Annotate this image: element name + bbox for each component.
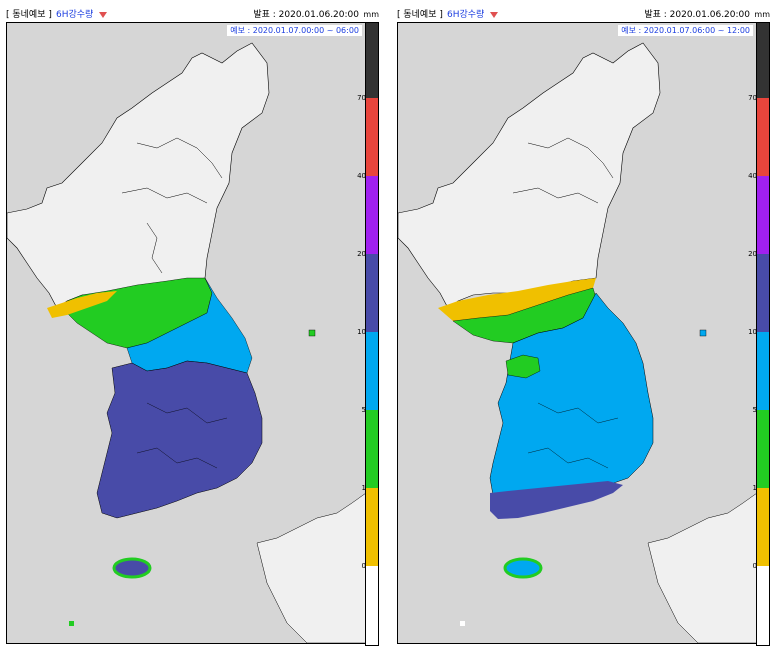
- landmass-japan: [256, 492, 366, 643]
- jeju-island: [503, 557, 543, 579]
- product-name[interactable]: 6H강수량: [447, 10, 485, 20]
- legend-label: 0: [752, 562, 757, 570]
- jeju-island: [112, 557, 152, 579]
- product-tag: [ 동네예보 ]: [397, 10, 443, 20]
- rain-band-indigo: [490, 481, 623, 519]
- legend-label: 0: [361, 562, 366, 570]
- legend-label: 10: [357, 328, 366, 336]
- legend-label: 1: [752, 484, 757, 492]
- unit-label: mm: [363, 10, 379, 19]
- panel-header: [ 동네예보 ] 6H강수량 발표 : 2020.01.06.20:00 mm: [395, 8, 772, 22]
- legend-label: 70: [748, 94, 757, 102]
- legend-label: 70: [357, 94, 366, 102]
- legend-label: 20: [357, 250, 366, 258]
- dropdown-triangle-icon[interactable]: [490, 12, 498, 18]
- legend-label: 20: [748, 250, 757, 258]
- legend-label: 40: [748, 172, 757, 180]
- legend-label: 10: [748, 328, 757, 336]
- product-tag: [ 동네예보 ]: [6, 10, 52, 20]
- legend-label: 40: [357, 172, 366, 180]
- map-area: 예보 : 2020.01.07.00:00 ~ 06:00: [6, 22, 367, 644]
- rain-area-indigo: [96, 360, 263, 519]
- issue-time: 발표 : 2020.01.06.20:00: [644, 10, 750, 20]
- islet-dokdo: [308, 329, 316, 337]
- precip-legend: 70 40 20 10 5 1 0: [748, 22, 770, 646]
- landmass-north: [398, 42, 661, 309]
- valid-period: 예보 : 2020.01.07.06:00 ~ 12:00: [618, 25, 753, 36]
- precip-legend: 70 40 20 10 5 1 0: [357, 22, 379, 646]
- unit-label: mm: [754, 10, 770, 19]
- legend-label: 1: [361, 484, 366, 492]
- landmass-north: [7, 42, 270, 309]
- korea-map: [7, 42, 366, 643]
- map-panel-left: [ 동네예보 ] 6H강수량 발표 : 2020.01.06.20:00 mm: [4, 8, 381, 646]
- legend-label: 5: [361, 406, 366, 414]
- dropdown-triangle-icon[interactable]: [99, 12, 107, 18]
- landmass-japan: [647, 492, 757, 643]
- product-name[interactable]: 6H강수량: [56, 10, 94, 20]
- legend-label: 5: [752, 406, 757, 414]
- islet-dokdo: [699, 329, 707, 337]
- korea-map: [398, 42, 757, 643]
- rain-band-yellow: [47, 291, 117, 318]
- rain-patch-green: [505, 354, 541, 379]
- map-panel-right: [ 동네예보 ] 6H강수량 발표 : 2020.01.06.20:00 mm …: [395, 8, 772, 646]
- issue-time: 발표 : 2020.01.06.20:00: [253, 10, 359, 20]
- rain-band-yellow: [438, 278, 596, 321]
- map-area: 예보 : 2020.01.07.06:00 ~ 12:00: [397, 22, 758, 644]
- valid-period: 예보 : 2020.01.07.00:00 ~ 06:00: [227, 25, 362, 36]
- panel-header: [ 동네예보 ] 6H강수량 발표 : 2020.01.06.20:00 mm: [4, 8, 381, 22]
